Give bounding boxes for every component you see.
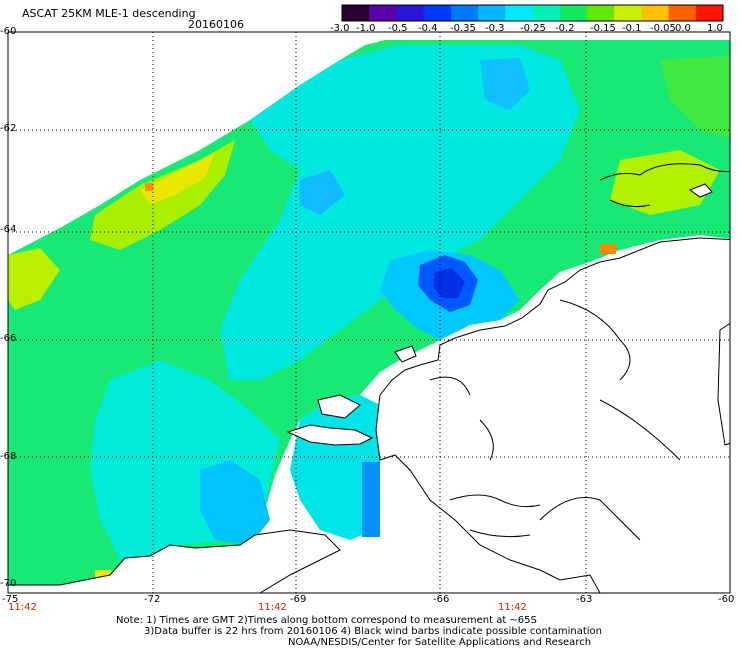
- land-coast-south: [8, 529, 341, 593]
- lon-label: -60: [718, 594, 735, 605]
- coastline-detail: [429, 163, 730, 541]
- land-island-5: [717, 322, 730, 446]
- lon-label: -63: [576, 594, 593, 605]
- swath-yellowgreen-ne: [610, 150, 720, 215]
- land-island-1: [317, 394, 361, 419]
- land-island-3: [286, 424, 374, 446]
- land-island-4: [688, 183, 713, 198]
- land-peninsula: [375, 237, 730, 593]
- lon-label: -75: [2, 594, 19, 605]
- swath-lightblue-3: [480, 58, 530, 110]
- colorbar-tick-label: -0.05: [650, 23, 676, 34]
- lat-label: -64: [0, 224, 17, 235]
- lat-label: -62: [0, 123, 17, 134]
- time-label: 11:42: [498, 602, 527, 613]
- colorbar-tick-label: -1.0: [356, 23, 376, 34]
- time-label: 11:42: [258, 602, 287, 613]
- land-island-2: [394, 345, 417, 363]
- colorbar-tick-label: -3.0: [330, 23, 350, 34]
- lat-label: -68: [0, 451, 17, 462]
- map-date: 20160106: [188, 18, 244, 31]
- swath-yellow-cell-s: [95, 570, 111, 580]
- colorbar-tick-label: -0.2: [555, 23, 575, 34]
- map-title: ASCAT 25KM MLE-1 descending: [22, 7, 196, 20]
- swath-yellow: [140, 152, 215, 205]
- colorbar-tick-label: 0.0: [675, 23, 691, 34]
- lat-label: -70: [0, 578, 17, 589]
- note-line-3: NOAA/NESDIS/Center for Satellite Applica…: [288, 637, 592, 648]
- swath-blue-center: [433, 268, 465, 298]
- lat-lon-grid: [8, 32, 730, 593]
- colorbar-tick-label: -0.3: [485, 23, 505, 34]
- swath-yellowgreen-w: [8, 248, 60, 310]
- swath-lightblue-2: [200, 460, 270, 545]
- plot-frame: [7, 31, 731, 594]
- colorbar-tick-label: -0.25: [520, 23, 546, 34]
- time-label: 11:42: [8, 602, 37, 613]
- note-line-1: Note: 1) Times are GMT 2)Times along bot…: [116, 615, 537, 626]
- lon-label: -66: [433, 594, 450, 605]
- swath-orange-cell-coast: [600, 244, 616, 254]
- swath-orange-cell: [145, 183, 153, 191]
- colorbar-tick-label: -0.4: [418, 23, 438, 34]
- swath-blue-edge: [362, 462, 380, 537]
- lon-label: -72: [144, 594, 161, 605]
- colorbar-tick-label: 1.0: [707, 23, 723, 34]
- lon-label: -69: [290, 594, 307, 605]
- lat-label: -66: [0, 333, 17, 344]
- swath-lightblue-4: [300, 170, 345, 215]
- colorbar-tick-label: -0.35: [450, 23, 476, 34]
- swath-cyan-band: [220, 45, 580, 380]
- note-line-2: 3)Data buffer is 22 hrs from 20160106 4)…: [144, 626, 602, 637]
- colorbar-tick-label: -0.1: [622, 23, 642, 34]
- lat-label: -60: [0, 26, 17, 37]
- colorbar-tick-label: -0.5: [388, 23, 408, 34]
- colorbar-tick-label: -0.15: [590, 23, 616, 34]
- swath-green-ne: [660, 55, 730, 138]
- wind-field: [8, 40, 730, 593]
